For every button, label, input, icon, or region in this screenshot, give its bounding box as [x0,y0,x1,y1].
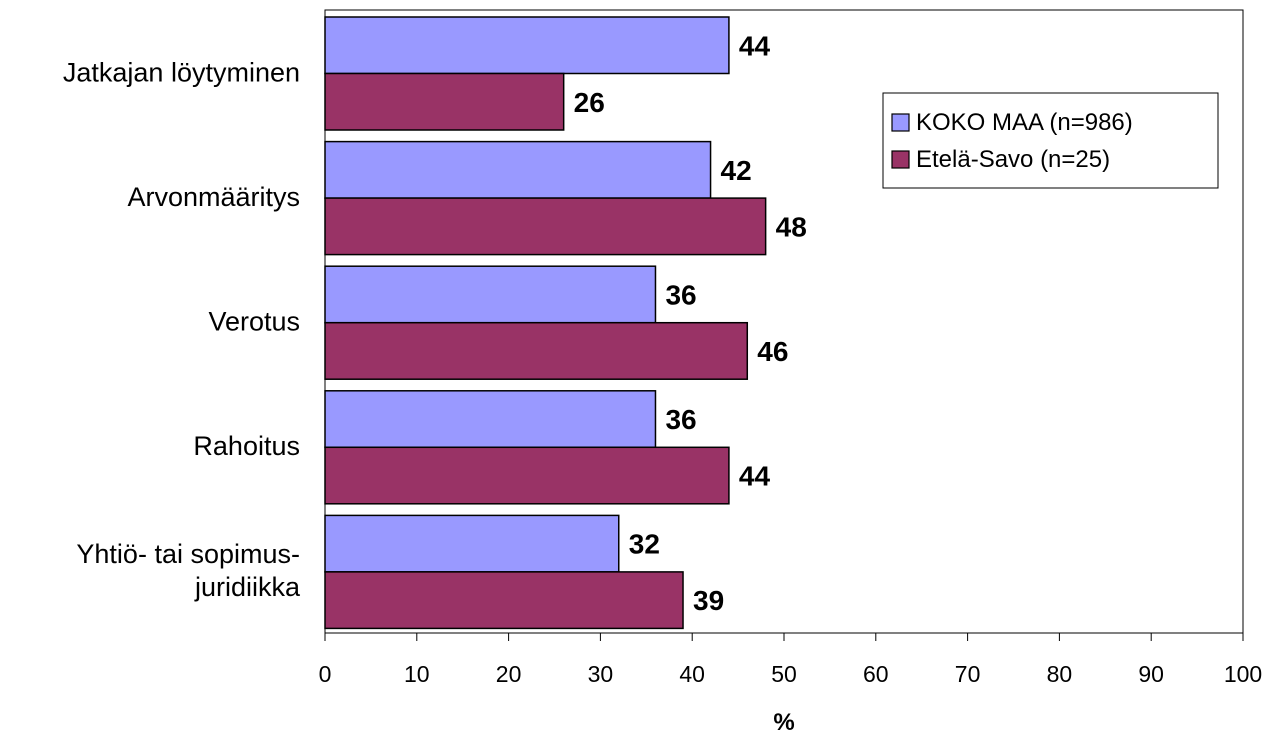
bar-etela-savo [324,321,749,380]
legend-label: Etelä-Savo (n=25) [916,146,1110,173]
x-tick-label: 10 [404,661,430,687]
x-tick-label: 70 [955,661,981,687]
x-tick-label: 20 [496,661,522,687]
legend-box [882,92,1219,189]
legend-label: KOKO MAA (n=986) [916,109,1133,136]
data-label: 26 [574,87,605,118]
category-label: Yhtiö- tai sopimus-juridiikka [76,539,301,602]
data-label: 48 [776,211,807,242]
legend-swatch [891,113,910,132]
x-tick-label: 100 [1224,661,1262,687]
bar-koko-maa [324,514,620,573]
x-axis-title: % [773,709,794,735]
bar-etela-savo [324,72,565,131]
data-label: 36 [665,279,696,310]
x-tick-label: 60 [863,661,889,687]
x-tick-label: 90 [1138,661,1164,687]
x-tick-label: 40 [679,661,705,687]
data-label: 42 [721,155,752,186]
category-label: Rahoitus [193,431,300,461]
bar-etela-savo [324,197,767,256]
x-axis: 0 10 20 30 40 50 60 70 80 90 100 [319,633,1262,687]
category-label: Verotus [208,307,300,337]
data-label: 32 [629,529,660,560]
category-labels: Jatkajan löytyminen Arvonmääritys Verotus R… [63,57,301,602]
data-label: 46 [757,336,788,367]
bar-etela-savo [324,571,684,630]
legend: KOKO MAA (n=986) Etelä-Savo (n=25) [882,92,1219,189]
legend-swatch [891,150,910,169]
x-tick-label: 0 [319,661,332,687]
x-tick-label: 50 [771,661,797,687]
category-label: Jatkajan löytyminen [63,57,300,87]
x-tick-label: 80 [1047,661,1073,687]
data-label: 44 [739,461,771,492]
bar-koko-maa [324,390,657,449]
bar-koko-maa [324,16,730,75]
data-label: 39 [693,585,724,616]
category-label: Arvonmääritys [127,182,300,212]
x-tick-label: 30 [588,661,614,687]
bar-etela-savo [324,446,730,505]
bar-koko-maa [324,140,712,199]
bar-koko-maa [324,265,657,324]
data-label: 36 [665,404,696,435]
data-label: 44 [739,30,771,61]
